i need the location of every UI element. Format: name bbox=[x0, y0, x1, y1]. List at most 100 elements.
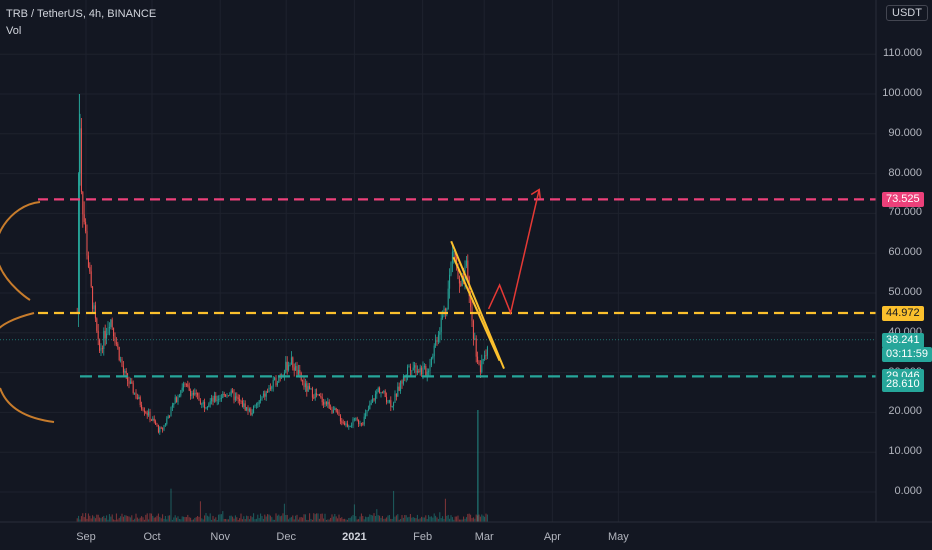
candle-body bbox=[283, 372, 285, 377]
volume-bar bbox=[379, 515, 381, 522]
volume-bar bbox=[111, 514, 113, 522]
candle-body bbox=[366, 410, 368, 414]
candle-body bbox=[358, 419, 360, 424]
candle-body bbox=[307, 386, 309, 392]
candle-body bbox=[303, 381, 305, 388]
volume-bar bbox=[197, 515, 199, 522]
candle-body bbox=[377, 387, 379, 392]
volume-bar bbox=[257, 514, 259, 522]
volume-bar bbox=[316, 513, 318, 522]
volume-bar bbox=[101, 516, 103, 522]
volume-bar bbox=[454, 516, 456, 522]
candle-body bbox=[209, 401, 211, 405]
trend-channel-line bbox=[450, 240, 505, 370]
candle-body bbox=[264, 393, 266, 397]
volume-bar bbox=[327, 519, 329, 522]
candle-body bbox=[236, 396, 238, 398]
candle-body bbox=[198, 395, 200, 401]
candle-body bbox=[450, 262, 452, 275]
volume-bar bbox=[85, 513, 87, 522]
volume-bar bbox=[190, 517, 192, 522]
volume-bar bbox=[482, 515, 484, 522]
volume-bar bbox=[124, 515, 126, 522]
volume-bar bbox=[419, 518, 421, 522]
volume-bar bbox=[194, 517, 196, 522]
candle-body bbox=[171, 405, 173, 408]
candle-body bbox=[393, 402, 395, 407]
candle-body bbox=[272, 379, 274, 387]
volume-bar bbox=[479, 516, 481, 522]
volume-bar bbox=[342, 519, 344, 522]
volume-bar bbox=[121, 513, 123, 522]
candle-body bbox=[423, 366, 425, 368]
volume-bar bbox=[355, 516, 357, 522]
candle-body bbox=[163, 425, 165, 430]
volume-bar bbox=[446, 515, 448, 522]
candle-body bbox=[401, 380, 403, 384]
price-tag-current: 38.241 bbox=[882, 332, 924, 348]
volume-bar bbox=[219, 514, 221, 522]
volume-bar bbox=[227, 519, 229, 522]
volume-bar bbox=[202, 519, 204, 522]
volume-bar bbox=[380, 517, 382, 522]
candle-body bbox=[397, 386, 399, 397]
candle-body bbox=[349, 426, 351, 427]
candle-body bbox=[465, 260, 467, 266]
volume-bar bbox=[223, 518, 225, 522]
candle-body bbox=[321, 397, 323, 403]
candle-body bbox=[166, 418, 168, 424]
volume-bar bbox=[233, 518, 235, 522]
candle-body bbox=[335, 408, 337, 412]
candle-body bbox=[297, 369, 299, 375]
volume-bar bbox=[237, 519, 239, 522]
volume-bar bbox=[240, 513, 242, 522]
volume-bar bbox=[289, 517, 291, 522]
candle-body bbox=[341, 421, 343, 423]
volume-bar bbox=[369, 514, 371, 522]
volume-bar bbox=[226, 519, 228, 522]
candle-body bbox=[145, 412, 147, 413]
volume-bar bbox=[353, 504, 355, 522]
volume-bar bbox=[243, 516, 245, 522]
volume-bar bbox=[324, 513, 326, 522]
volume-bar bbox=[150, 513, 152, 522]
volume-bar bbox=[309, 513, 311, 522]
candle-body bbox=[289, 364, 291, 366]
symbol-title[interactable]: TRB / TetherUS, 4h, BINANCE bbox=[6, 8, 157, 20]
volume-bar bbox=[135, 513, 137, 522]
volume-bar bbox=[160, 518, 162, 522]
volume-bar bbox=[173, 517, 175, 522]
volume-indicator-label[interactable]: Vol bbox=[6, 25, 22, 37]
x-tick-label: Dec bbox=[276, 531, 296, 543]
volume-bar bbox=[296, 514, 298, 522]
volume-bar bbox=[170, 488, 172, 522]
volume-bar bbox=[253, 513, 255, 522]
candle-body bbox=[113, 327, 115, 337]
volume-bar bbox=[302, 517, 304, 522]
candle-body bbox=[363, 416, 365, 425]
candle-body bbox=[331, 409, 333, 413]
volume-bar bbox=[442, 516, 444, 522]
hand-drawn-arc bbox=[0, 201, 41, 301]
candle-body bbox=[157, 425, 159, 433]
candle-body bbox=[164, 423, 166, 426]
price-tag-pivot: 44.972 bbox=[882, 306, 924, 321]
candle-body bbox=[460, 283, 462, 286]
volume-bar bbox=[485, 513, 487, 522]
volume-bar bbox=[450, 515, 452, 522]
candle-body bbox=[345, 423, 347, 426]
volume-bar bbox=[352, 515, 354, 522]
volume-bar bbox=[141, 516, 143, 522]
candle-body bbox=[241, 401, 243, 407]
candle-body bbox=[218, 399, 220, 401]
volume-bar bbox=[374, 515, 376, 522]
volume-bar bbox=[484, 516, 486, 522]
candle-body bbox=[261, 396, 263, 400]
volume-bar bbox=[107, 519, 109, 522]
currency-unit-button[interactable]: USDT bbox=[886, 5, 928, 21]
candle-body bbox=[149, 411, 151, 421]
candle-body bbox=[435, 340, 437, 346]
hand-drawn-arc bbox=[0, 312, 35, 329]
volume-bar bbox=[271, 517, 273, 522]
